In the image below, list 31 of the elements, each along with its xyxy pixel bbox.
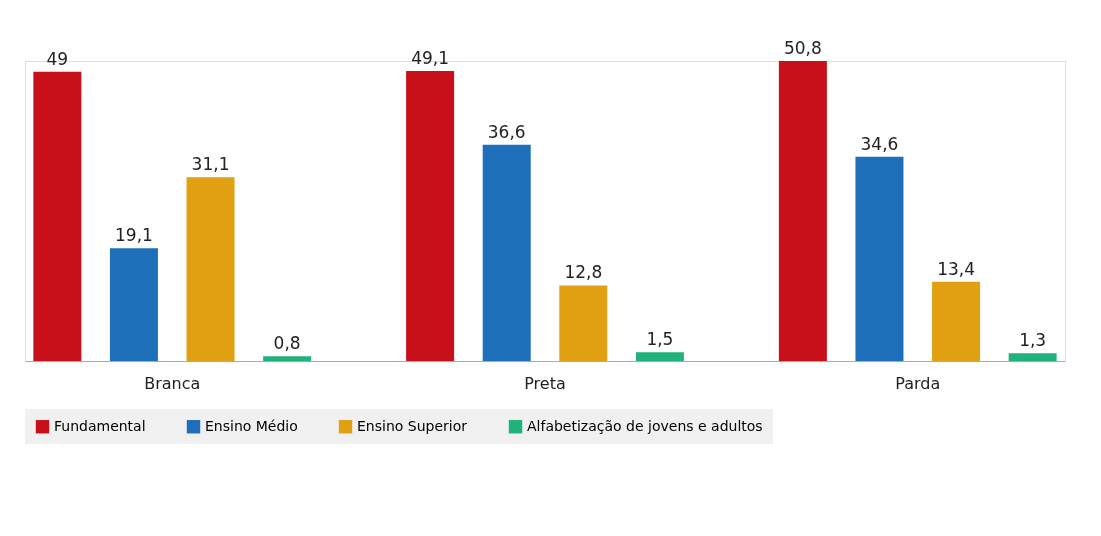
bar xyxy=(635,352,684,361)
data-label: 36,6 xyxy=(487,121,526,142)
bar xyxy=(482,144,531,361)
bar xyxy=(33,71,82,361)
data-label: 34,6 xyxy=(860,133,899,154)
bar xyxy=(186,177,235,361)
data-label: 49,1 xyxy=(411,48,450,69)
data-label: 0,8 xyxy=(273,333,301,354)
bar xyxy=(263,356,312,361)
x-tick-label: Preta xyxy=(524,373,566,393)
bar xyxy=(855,156,904,361)
bar xyxy=(559,285,608,361)
bar xyxy=(932,281,981,361)
data-label: 1,3 xyxy=(1019,330,1047,351)
legend-label: Alfabetização de jovens e adultos xyxy=(527,417,763,434)
bar xyxy=(109,248,158,361)
x-tick-label: Parda xyxy=(895,373,941,393)
data-label: 12,8 xyxy=(564,262,603,283)
bar xyxy=(778,61,827,361)
legend-label: Ensino Superior xyxy=(357,417,468,434)
data-label: 1,5 xyxy=(646,329,674,350)
data-label: 13,4 xyxy=(937,258,975,279)
data-label: 19,1 xyxy=(115,225,153,246)
legend-label: Fundamental xyxy=(54,417,146,434)
data-label: 31,1 xyxy=(191,154,230,175)
data-label: 49 xyxy=(46,48,69,69)
bar xyxy=(1008,353,1057,361)
bar xyxy=(406,71,455,361)
legend-label: Ensino Médio xyxy=(205,417,298,434)
x-tick-label: Branca xyxy=(144,373,201,393)
data-label: 50,8 xyxy=(783,38,822,58)
